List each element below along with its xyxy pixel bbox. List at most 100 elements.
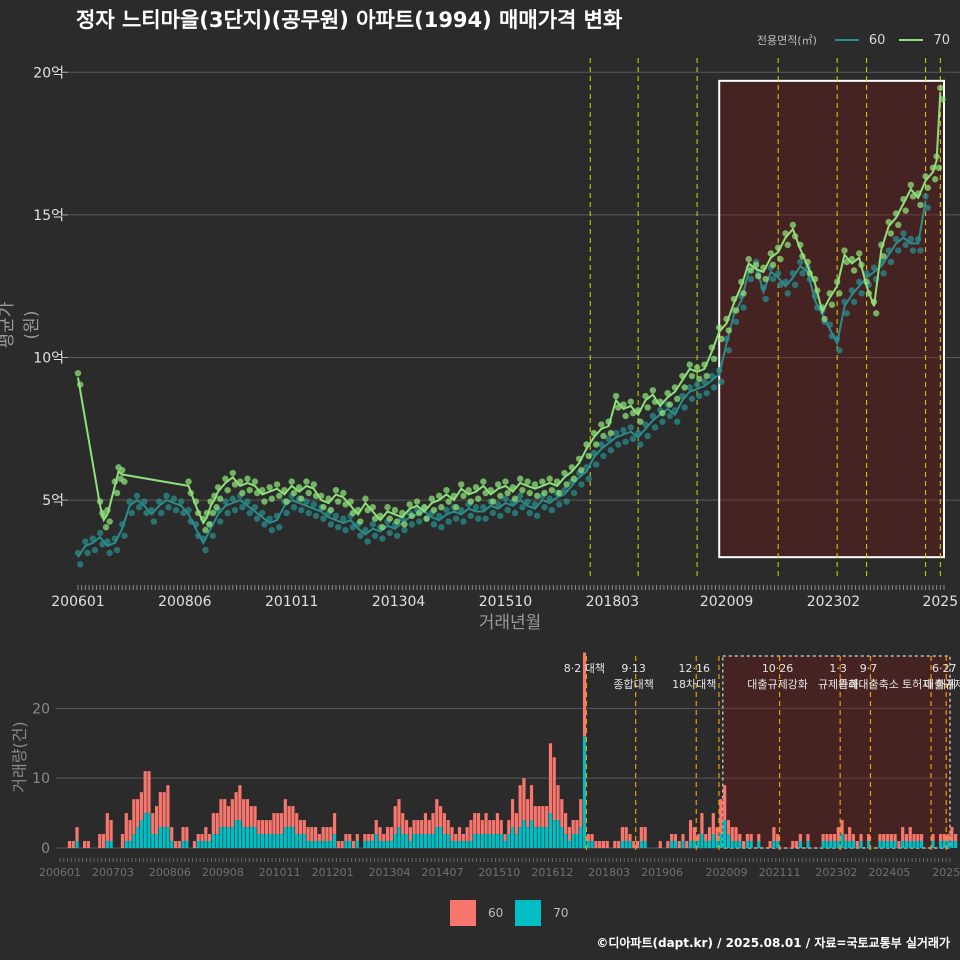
volume-bar-60 <box>866 834 871 842</box>
volume-bar-60 <box>545 806 549 828</box>
volume-bar-70 <box>268 834 272 848</box>
volume-bar-70 <box>507 834 511 848</box>
data-point-60 <box>393 532 401 539</box>
data-point-70 <box>511 495 519 502</box>
data-point-60 <box>82 538 89 545</box>
data-point-60 <box>229 495 236 502</box>
volume-bar-70 <box>488 834 492 848</box>
data-point-60 <box>283 509 290 517</box>
volume-bar-60 <box>601 841 606 848</box>
data-point-70 <box>924 184 931 191</box>
data-point-70 <box>229 469 236 477</box>
data-point-60 <box>126 498 133 505</box>
data-point-60 <box>732 318 740 326</box>
volume-x-tick-label: 202302 <box>815 866 857 879</box>
volume-bar-70 <box>393 834 397 848</box>
data-point-60 <box>612 429 620 437</box>
volume-bar-60 <box>704 834 708 842</box>
volume-bar-70 <box>575 834 579 848</box>
volume-bar-60 <box>590 834 594 842</box>
volume-bar-60 <box>859 834 863 842</box>
data-point-60 <box>268 526 276 534</box>
data-point-60 <box>472 504 480 511</box>
volume-bar-70 <box>283 827 287 848</box>
volume-bar-60 <box>681 834 685 842</box>
volume-bar-60 <box>306 827 310 842</box>
data-point-60 <box>239 504 246 511</box>
volume-legend-swatch-70 <box>515 900 542 926</box>
volume-bar-60 <box>162 792 166 828</box>
volume-x-tick-label: 201510 <box>478 866 520 879</box>
volume-bar-70 <box>446 834 450 848</box>
volume-bar-60 <box>738 834 742 842</box>
volume-bar-60 <box>564 813 568 835</box>
price-x-tick-label: 200806 <box>158 594 212 610</box>
highlight-box <box>718 79 945 559</box>
data-point-70 <box>649 387 657 394</box>
price-x-tick-label: 202302 <box>807 594 860 610</box>
data-point-60 <box>887 258 895 266</box>
volume-bar-60 <box>908 827 912 842</box>
volume-bar-70 <box>889 841 893 848</box>
volume-bar-60 <box>492 820 496 835</box>
volume-bar-60 <box>408 827 412 842</box>
volume-bar-60 <box>442 813 446 835</box>
data-point-70 <box>902 207 909 214</box>
data-point-60 <box>600 452 607 460</box>
volume-legend-swatch-60 <box>450 900 476 926</box>
volume-bar-70 <box>450 841 454 848</box>
volume-bar-60 <box>363 834 367 842</box>
policy-annotation: 대출규제강화 <box>747 678 808 691</box>
data-point-60 <box>77 561 84 568</box>
data-point-60 <box>688 395 696 403</box>
volume-bar-70 <box>738 841 742 848</box>
volume-bar-70 <box>465 841 469 848</box>
volume-bar-70 <box>692 841 696 848</box>
volume-x-tick-label: 202111 <box>759 866 801 879</box>
volume-bar-60 <box>321 827 325 842</box>
volume-bar-60 <box>677 841 681 848</box>
data-point-60 <box>725 347 732 354</box>
data-point-60 <box>686 384 693 391</box>
volume-bar-70 <box>132 834 136 848</box>
policy-annotation: 8·2 대책 <box>564 662 605 675</box>
volume-bar-60 <box>446 820 450 835</box>
volume-bar-70 <box>412 834 416 848</box>
volume-bar-70 <box>579 827 583 848</box>
data-point-60 <box>261 521 268 528</box>
data-point-60 <box>924 204 931 211</box>
data-point-60 <box>135 504 143 511</box>
policy-annotation: 1·3 <box>829 662 847 675</box>
volume-bar-60 <box>314 827 318 842</box>
volume-y-axis-label: 거래량(건) <box>10 721 29 793</box>
data-point-60 <box>922 193 929 200</box>
data-point-70 <box>673 395 681 403</box>
data-point-70 <box>745 255 752 263</box>
volume-bar-60 <box>954 834 958 842</box>
volume-bar-70 <box>836 841 840 848</box>
volume-bar-60 <box>226 806 231 828</box>
data-point-60 <box>332 512 340 520</box>
volume-bar-70 <box>435 827 439 848</box>
volume-bar-60 <box>582 652 587 737</box>
volume-bar-70 <box>226 827 231 848</box>
volume-bar-70 <box>355 841 359 848</box>
data-point-70 <box>401 521 408 528</box>
volume-bar-60 <box>283 799 287 828</box>
volume-x-tick-label: 201612 <box>531 866 573 879</box>
data-point-70 <box>917 201 924 209</box>
data-point-70 <box>688 372 696 380</box>
data-point-70 <box>519 486 526 494</box>
volume-bar-70 <box>821 841 825 848</box>
volume-bar-60 <box>613 841 617 848</box>
volume-bar-70 <box>332 834 337 848</box>
data-point-60 <box>843 310 850 317</box>
data-point-70 <box>119 466 126 474</box>
data-point-70 <box>423 515 430 522</box>
volume-bar-70 <box>306 841 310 848</box>
data-point-60 <box>836 347 843 354</box>
data-point-60 <box>310 501 318 508</box>
price-y-tick-label: 15억 <box>33 208 64 224</box>
data-point-70 <box>222 475 229 482</box>
data-point-60 <box>502 495 509 502</box>
